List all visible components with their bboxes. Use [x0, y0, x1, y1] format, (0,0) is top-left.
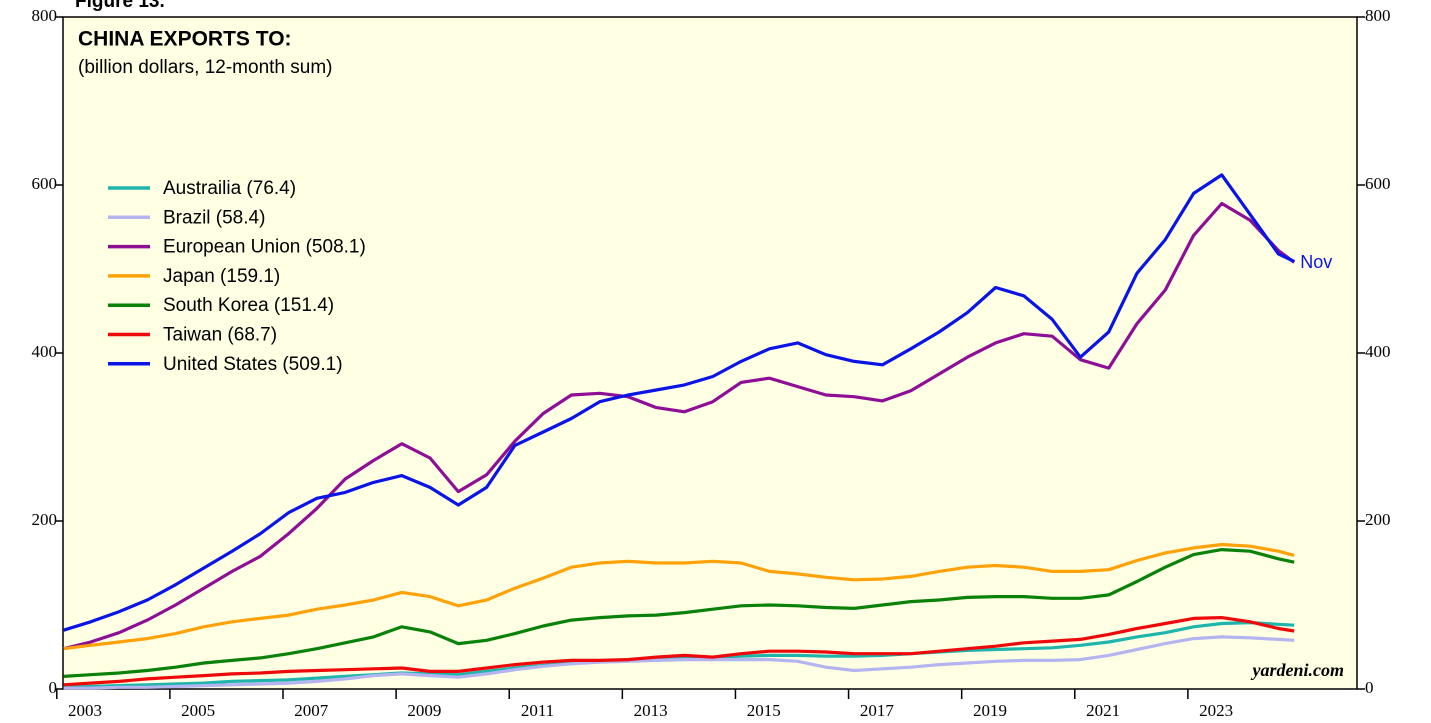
- figure-label: Figure 13.: [75, 0, 165, 12]
- x-tick-label: 2005: [181, 701, 215, 720]
- x-tick-label: 2021: [1086, 701, 1120, 720]
- y2-tick-label: 600: [1365, 174, 1391, 193]
- y2-tick-label: 0: [1365, 678, 1374, 697]
- y-tick-label: 200: [32, 510, 58, 529]
- y-tick-label: 400: [32, 342, 58, 361]
- series-line: [63, 635, 1295, 690]
- x-tick-label: 2009: [407, 701, 441, 720]
- source: yardeni.com: [1251, 660, 1345, 680]
- x-tick-label: 2003: [68, 701, 102, 720]
- legend-label: Japan (159.1): [163, 266, 280, 287]
- plot-area: [62, 16, 1358, 690]
- y-tick-label: 600: [32, 174, 58, 193]
- y-tick-label: 0: [49, 678, 58, 697]
- annotation: Nov: [1300, 252, 1332, 272]
- legend-label: Austrailia (76.4): [163, 178, 296, 199]
- series-line: [63, 542, 1295, 651]
- legend-label: United States (509.1): [163, 354, 343, 375]
- y-tick-label: 800: [32, 6, 58, 25]
- legend-label: Taiwan (68.7): [163, 325, 277, 346]
- x-tick-label: 2011: [521, 701, 554, 720]
- legend-label: European Union (508.1): [163, 237, 366, 258]
- legend-label: Brazil (58.4): [163, 207, 265, 228]
- x-tick-label: 2015: [747, 701, 781, 720]
- x-tick-label: 2023: [1199, 701, 1233, 720]
- x-tick-label: 2013: [634, 701, 668, 720]
- series-line: [63, 201, 1296, 651]
- series-line: [63, 548, 1295, 678]
- x-tick-label: 2019: [973, 701, 1007, 720]
- series-line: [63, 621, 1295, 689]
- chart-title: CHINA EXPORTS TO:: [78, 28, 292, 51]
- y2-tick-label: 800: [1365, 6, 1391, 25]
- x-tick-label: 2007: [294, 701, 329, 720]
- x-tick-label: 2017: [860, 701, 895, 720]
- y2-tick-label: 400: [1365, 342, 1391, 361]
- legend-label: South Korea (151.4): [163, 295, 334, 316]
- series-line: [63, 616, 1295, 687]
- chart-subtitle: (billion dollars, 12-month sum): [78, 57, 333, 78]
- y2-tick-label: 200: [1365, 510, 1391, 529]
- series-line: [63, 173, 1295, 632]
